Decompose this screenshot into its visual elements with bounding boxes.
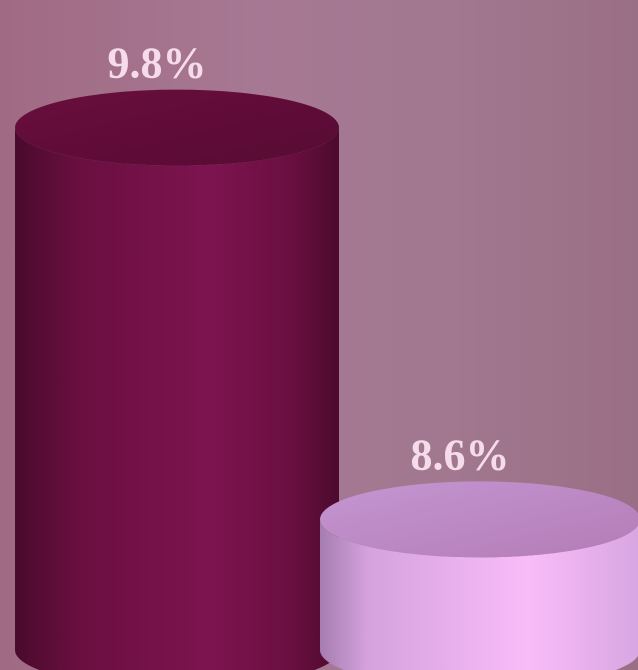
bar-body-1 <box>320 519 638 670</box>
data-label-0: 9.8% <box>108 39 207 88</box>
cylinder-bar-1: 8.6% <box>320 430 638 670</box>
bar-top-0 <box>15 89 339 166</box>
bar-top-1 <box>320 481 638 558</box>
cylinder-bar-0: 9.8% <box>15 39 339 670</box>
bar-body-0 <box>15 127 339 670</box>
data-label-1: 8.6% <box>411 430 510 479</box>
